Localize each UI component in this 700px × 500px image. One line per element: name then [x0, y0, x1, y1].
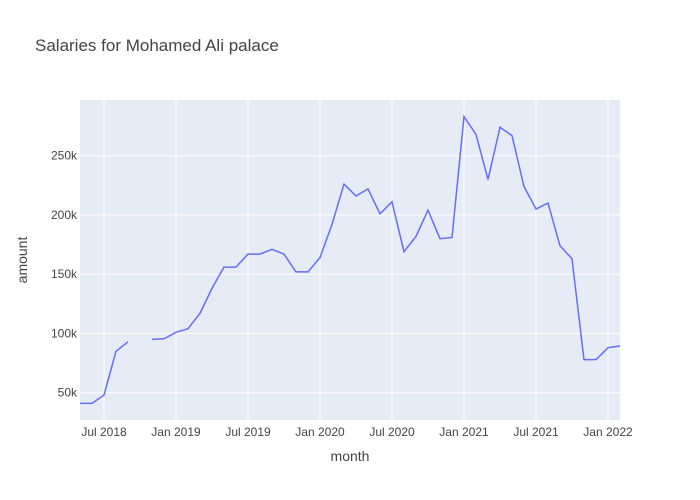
y-tick-label: 50k	[58, 386, 78, 400]
x-axis-title: month	[331, 448, 370, 464]
y-tick-label: 200k	[51, 208, 78, 222]
x-tick-label: Jan 2019	[151, 425, 201, 439]
plot-area	[80, 100, 620, 420]
x-tick-label: Jan 2020	[295, 425, 345, 439]
x-tick-label: Jul 2020	[369, 425, 415, 439]
y-tick-label: 250k	[51, 149, 78, 163]
y-axis-title: amount	[14, 237, 30, 284]
x-tick-label: Jul 2021	[513, 425, 559, 439]
x-tick-label: Jan 2021	[439, 425, 489, 439]
chart-title: Salaries for Mohamed Ali palace	[35, 36, 279, 55]
y-tick-label: 150k	[51, 267, 78, 281]
line	[80, 114, 621, 405]
x-tick-label: Jul 2018	[81, 425, 127, 439]
y-tick-label: 100k	[51, 326, 78, 340]
x-tick-label: Jan 2022	[583, 425, 633, 439]
x-tick-label: Jul 2019	[225, 425, 271, 439]
